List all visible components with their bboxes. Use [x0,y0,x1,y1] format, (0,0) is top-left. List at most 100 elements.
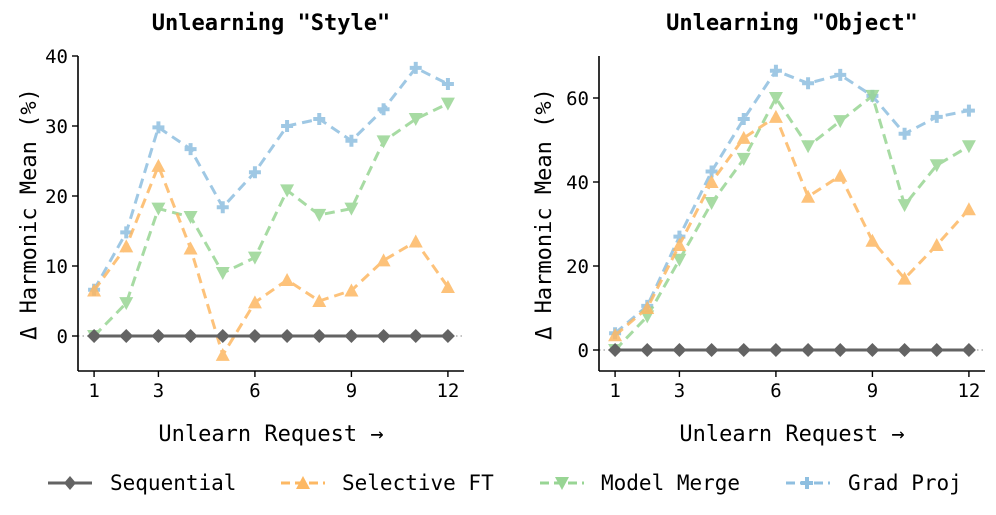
data-point-model-merge [215,267,230,280]
data-point-sequential [897,343,912,357]
data-point-sequential [119,329,134,343]
data-point-selective-ft [87,283,102,297]
y-tick-label: 20 [45,186,68,208]
y-tick-label: 20 [566,256,589,278]
data-point-selective-ft [704,175,719,188]
legend-label-grad-proj: Grad Proj [848,471,962,495]
data-point-model-merge [376,135,391,149]
data-point-selective-ft [215,347,230,361]
data-point-sequential [672,343,687,357]
series-grad-proj [88,61,454,296]
data-point-grad-proj [184,143,197,156]
data-point-sequential [929,343,944,357]
x-tick-label: 3 [153,380,164,402]
data-point-selective-ft [897,271,912,285]
data-point-model-merge [672,253,687,267]
y-axis-label-object: Δ Harmonic Mean (%) [532,88,557,340]
data-point-model-merge [704,197,719,210]
legend-item-model-merge: Model Merge [540,471,740,495]
data-point-selective-ft [312,294,327,307]
series-selective-ft [87,158,455,361]
data-point-selective-ft [608,328,623,342]
data-point-model-merge [440,97,455,111]
legend: Sequential Selective FT Model Merge Grad… [48,471,962,495]
x-axis-label-style: Unlearn Request → [158,422,383,447]
data-point-sequential [312,329,327,343]
data-point-grad-proj [673,230,686,243]
series-selective-ft [608,109,976,342]
data-point-sequential [640,343,655,357]
y-tick-label: 30 [45,116,68,138]
data-point-model-merge [119,297,134,311]
legend-label-model-merge: Model Merge [601,471,740,495]
data-point-selective-ft [865,233,880,247]
data-point-selective-ft [801,189,816,203]
data-point-model-merge [408,113,423,126]
data-point-model-merge [736,152,751,166]
data-point-selective-ft [833,168,848,182]
data-point-sequential [801,343,816,357]
data-point-selective-ft [344,283,359,297]
data-point-selective-ft [376,253,391,267]
data-point-grad-proj [152,121,165,134]
data-point-selective-ft [768,109,783,123]
data-point-sequential [833,343,848,357]
series-line-grad-proj [614,68,970,335]
data-point-sequential [865,343,880,357]
data-point-selective-ft [640,301,655,314]
data-point-sequential [344,329,359,343]
series-model-merge [87,97,455,343]
data-point-grad-proj [313,113,326,125]
data-point-grad-proj [898,127,911,140]
series-line-model-merge [93,102,449,338]
series-sequential [608,343,976,357]
x-tick-label: 9 [867,380,878,402]
series-model-merge [608,89,976,357]
data-point-grad-proj [120,226,133,239]
data-point-sequential [183,329,198,343]
series-line-selective-ft [92,161,450,359]
y-tick-label: 0 [578,340,589,362]
data-point-sequential [440,329,455,343]
data-point-grad-proj [737,113,750,125]
data-point-selective-ft [119,239,134,253]
data-point-sequential [247,329,262,343]
data-point-selective-ft [151,158,166,172]
data-point-model-merge [929,159,944,173]
data-point-selective-ft [183,241,198,255]
triangle-up-icon [296,476,310,489]
legend-label-selective-ft: Selective FT [342,471,494,495]
data-point-grad-proj [248,166,261,179]
triangle-down-icon [555,477,569,490]
diamond-icon [64,476,76,490]
data-point-selective-ft [929,238,944,251]
data-point-selective-ft [440,280,455,293]
data-point-selective-ft [247,295,262,309]
x-axis-label-object: Unlearn Request → [679,422,904,447]
legend-item-grad-proj: Grad Proj [786,471,962,495]
data-point-selective-ft [672,238,687,251]
data-point-selective-ft [408,234,423,248]
data-point-model-merge [897,199,912,213]
data-point-model-merge [344,202,359,216]
data-point-model-merge [247,251,262,265]
data-point-grad-proj [705,165,718,178]
data-point-sequential [151,329,166,343]
data-point-selective-ft [280,273,295,286]
y-tick-label: 0 [57,326,68,348]
data-point-sequential [768,343,783,357]
y-tick-label: 10 [45,256,68,278]
data-point-model-merge [833,115,848,129]
data-point-grad-proj [377,103,390,116]
data-point-sequential [408,329,423,343]
data-point-grad-proj [930,110,943,123]
data-point-grad-proj [962,104,975,117]
x-tick-label: 12 [436,380,459,402]
legend-item-sequential: Sequential [48,471,236,495]
data-point-model-merge [961,140,976,154]
x-tick-label: 1 [88,380,99,402]
x-tick-label: 12 [957,380,980,402]
data-point-sequential [87,329,102,343]
data-point-sequential [376,329,391,343]
